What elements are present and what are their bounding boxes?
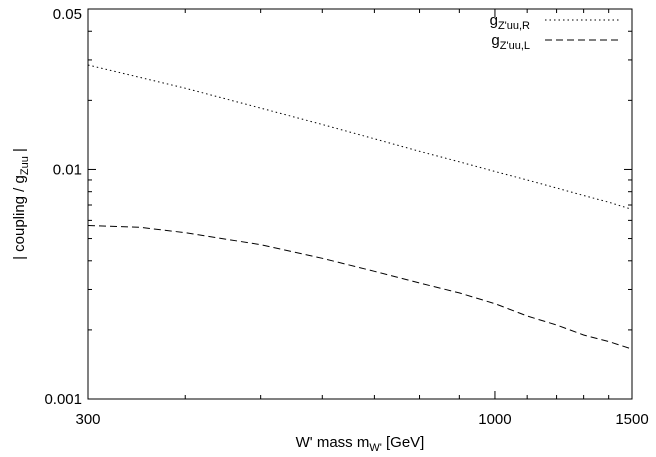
- legend: gZ'uu,RgZ'uu,L: [490, 12, 621, 52]
- series-lines: [87, 64, 633, 350]
- x-axis-title: W' mass mW' [GeV]: [296, 434, 425, 454]
- y-tick-label: 0.001: [44, 391, 82, 408]
- plot-frame: [87, 8, 633, 400]
- x-tick-label: 1500: [615, 411, 648, 428]
- series-line-dotted: [87, 64, 633, 210]
- x-tick-label: 300: [75, 411, 100, 428]
- y-tick-label: 0.01: [53, 161, 82, 178]
- legend-label: gZ'uu,R: [490, 12, 530, 32]
- legend-label: gZ'uu,L: [491, 32, 530, 52]
- y-tick-label: 0.05: [53, 6, 82, 23]
- series-line-dashed: [87, 225, 633, 350]
- axis-ticks: 0.001 0.01 0.05 300 1000 1500: [44, 6, 648, 428]
- y-axis-title: | coupling / gZuu |: [11, 148, 31, 260]
- x-tick-label: 1000: [478, 411, 511, 428]
